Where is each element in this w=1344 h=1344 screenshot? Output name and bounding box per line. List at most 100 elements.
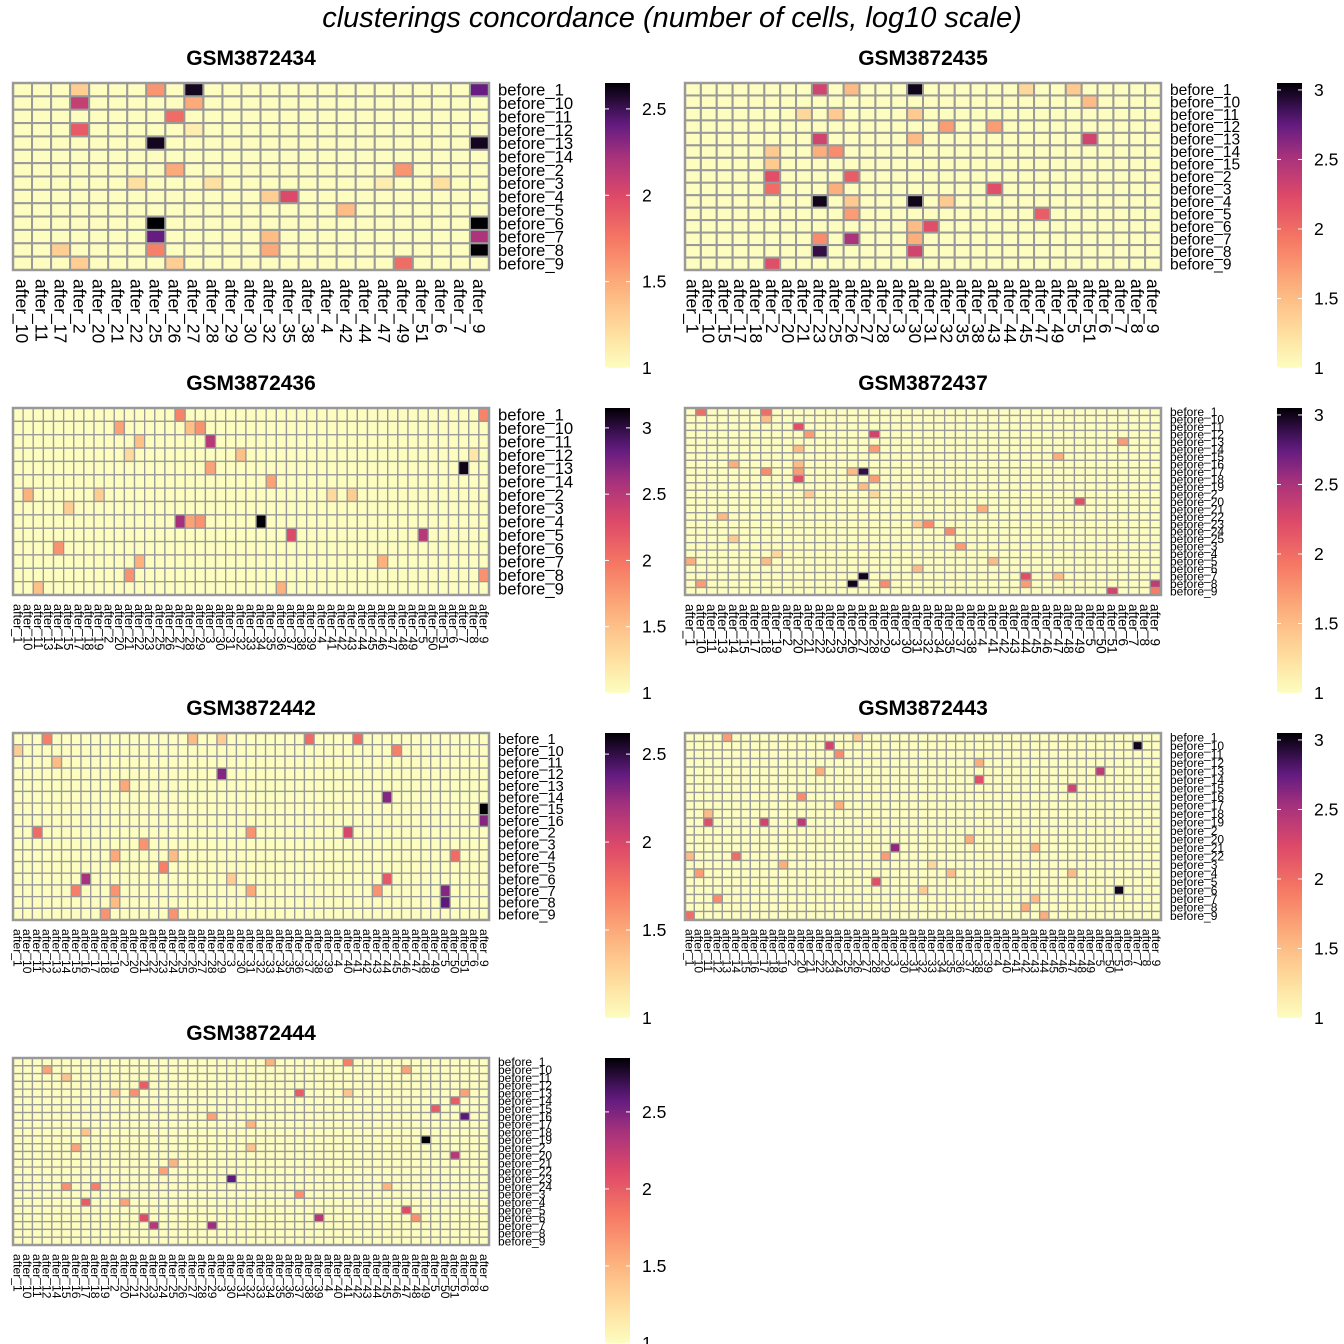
heatmap-cell bbox=[316, 540, 328, 556]
heatmap-cell bbox=[1106, 519, 1119, 529]
heatmap-cell bbox=[1085, 842, 1097, 853]
heatmap-cell bbox=[814, 437, 827, 447]
heatmap-cell bbox=[824, 422, 838, 432]
heatmap-cell bbox=[177, 814, 189, 828]
heatmap-cell bbox=[964, 774, 975, 785]
heatmap-cell bbox=[998, 579, 1011, 589]
heatmap-cell-filled bbox=[167, 849, 179, 863]
heatmap-cell bbox=[1106, 474, 1119, 484]
heatmap-cell bbox=[417, 420, 429, 436]
heatmap-cell bbox=[12, 802, 24, 816]
heatmap-cell bbox=[183, 255, 205, 271]
heatmap-cell bbox=[684, 757, 695, 768]
heatmap-cell bbox=[965, 467, 978, 476]
heatmap-cell bbox=[154, 527, 166, 543]
heatmap-cell bbox=[392, 188, 414, 205]
heatmap-cell-filled bbox=[216, 767, 228, 781]
row-label: before_25 bbox=[1170, 532, 1224, 546]
heatmap-cell bbox=[297, 162, 319, 178]
heatmap-cell bbox=[275, 460, 288, 476]
heatmap-cell bbox=[1095, 740, 1106, 751]
heatmap-cell bbox=[1149, 422, 1162, 432]
heatmap-cell bbox=[759, 825, 770, 836]
heatmap-cell bbox=[985, 231, 1004, 247]
heatmap-cell bbox=[955, 817, 966, 828]
heatmap-cell bbox=[12, 447, 24, 463]
heatmap-cell bbox=[954, 556, 967, 566]
heatmap-cell bbox=[42, 420, 55, 436]
heatmap-cell bbox=[906, 156, 925, 172]
heatmap-cell bbox=[1127, 497, 1141, 506]
heatmap-cell bbox=[955, 791, 966, 802]
heatmap-cell bbox=[410, 755, 422, 769]
heatmap-cell-filled bbox=[478, 802, 490, 816]
heatmap-cell bbox=[759, 859, 770, 870]
heatmap-cell bbox=[760, 504, 773, 514]
heatmap-cell bbox=[787, 766, 798, 777]
heatmap-cell bbox=[346, 420, 358, 436]
heatmap-cell bbox=[316, 202, 338, 218]
heatmap-cell bbox=[738, 564, 751, 574]
heatmap-cell bbox=[174, 447, 186, 463]
row-label: before_21 bbox=[1170, 502, 1224, 516]
heatmap-cell bbox=[770, 527, 784, 536]
heatmap-cell bbox=[12, 500, 24, 516]
heatmap-cell bbox=[890, 82, 909, 97]
column-label: after_4 bbox=[314, 604, 328, 643]
heatmap-cell bbox=[22, 860, 34, 874]
heatmap-cell bbox=[60, 802, 72, 816]
heatmap-cell bbox=[295, 487, 308, 503]
heatmap-cell bbox=[852, 859, 863, 870]
column-label: after_44 bbox=[1018, 604, 1033, 654]
row-label: before_12 bbox=[498, 446, 573, 465]
column-label: after_41 bbox=[985, 604, 1000, 654]
heatmap-cell bbox=[407, 460, 419, 476]
heatmap-cell bbox=[275, 487, 288, 503]
heatmap-cell-filled bbox=[703, 817, 714, 828]
heatmap-cell bbox=[779, 181, 798, 197]
column-label: after_51 bbox=[1112, 929, 1126, 973]
column-label: after_27 bbox=[183, 279, 204, 343]
heatmap-cell bbox=[933, 564, 946, 574]
column-label: after_14 bbox=[59, 929, 73, 974]
heatmap-cell bbox=[326, 407, 338, 423]
heatmap-cell bbox=[922, 429, 935, 439]
heatmap-cell bbox=[906, 119, 925, 134]
heatmap-cell bbox=[973, 893, 985, 904]
heatmap-cell bbox=[1029, 740, 1041, 751]
heatmap-cell bbox=[1095, 489, 1108, 499]
heatmap-cell bbox=[1127, 414, 1141, 424]
heatmap-cell bbox=[973, 859, 985, 870]
heatmap-cell bbox=[303, 907, 315, 921]
heatmap-cell bbox=[103, 567, 115, 583]
heatmap-cell bbox=[278, 162, 300, 178]
heatmap-cell bbox=[356, 407, 369, 423]
heatmap-cell bbox=[420, 825, 432, 839]
column-label: after_9 bbox=[476, 604, 490, 643]
heatmap-cell bbox=[255, 884, 267, 898]
heatmap-cell bbox=[1112, 206, 1131, 222]
heatmap-cell bbox=[899, 910, 910, 921]
heatmap-cell bbox=[187, 1065, 199, 1075]
heatmap-cell bbox=[32, 540, 45, 556]
heatmap-cell bbox=[352, 907, 364, 921]
heatmap-cell bbox=[900, 444, 913, 454]
heatmap-cell bbox=[1008, 579, 1022, 589]
heatmap-cell bbox=[781, 504, 794, 514]
heatmap-cell bbox=[194, 407, 207, 423]
row-label: before_2 bbox=[498, 486, 564, 505]
heatmap-cell bbox=[703, 783, 714, 794]
heatmap-cell bbox=[953, 119, 972, 134]
heatmap-cell-filled bbox=[868, 489, 881, 499]
heatmap-cell bbox=[987, 437, 1000, 447]
heatmap-cell bbox=[814, 527, 827, 536]
heatmap-cell bbox=[917, 774, 929, 785]
heatmap-cell bbox=[787, 902, 798, 913]
heatmap-cell-filled bbox=[69, 95, 91, 111]
heatmap-cell bbox=[846, 444, 859, 454]
heatmap-cell bbox=[202, 215, 224, 231]
column-label: after_4 bbox=[975, 604, 990, 647]
heatmap-cell bbox=[275, 420, 288, 436]
heatmap-cell bbox=[705, 414, 719, 424]
heatmap-cell bbox=[407, 487, 419, 503]
